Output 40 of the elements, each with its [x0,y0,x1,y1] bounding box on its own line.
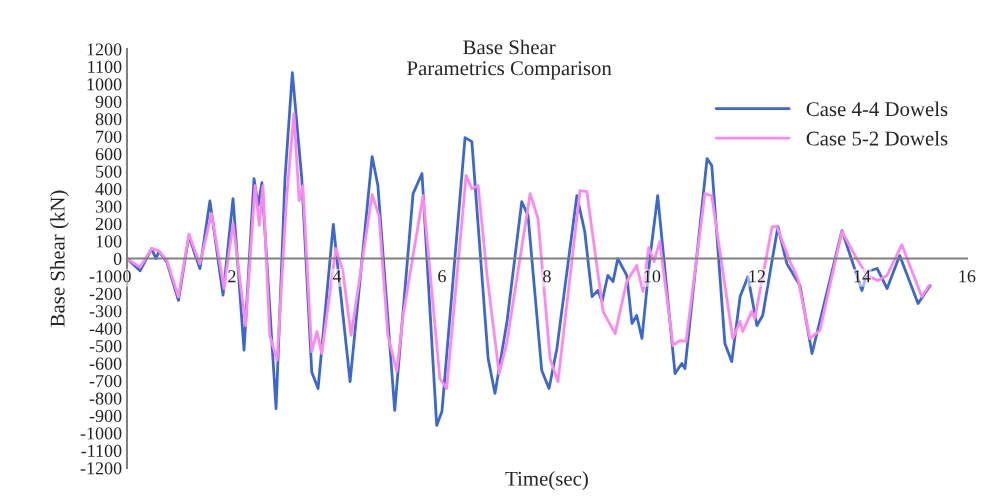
x-tick-label: 14 [854,270,871,283]
text: Parametrics Comparison [407,61,612,80]
x-tick-label: 16 [959,270,976,283]
y-tick-label: 200 [95,217,122,231]
y-axis-title: Base Shear (kN) [49,190,69,327]
y-tick-label: -700 [89,374,122,388]
x-tick-label: 6 [438,270,446,283]
y-tick-label: -800 [89,392,122,405]
y-tick-label: -900 [89,409,122,423]
y-tick-label: 900 [95,95,122,108]
y-tick-label: -1000 [80,427,122,440]
x-tick-label: 12 [749,270,765,283]
y-tick-label: 500 [96,165,122,178]
y-tick-label: 0 [113,252,122,265]
y-tick-label: -200 [89,287,122,300]
y-tick-label: -300 [89,305,122,318]
y-tick-label: 700 [96,130,122,143]
y-tick-label: -500 [89,340,122,353]
y-tick-label: -100 [89,270,122,283]
x-tick-label: 8 [543,270,551,283]
y-tick-label: 400 [95,182,122,196]
y-tick-label: 300 [95,200,122,213]
y-tick-label: 1100 [88,60,122,73]
y-tick-label: -600 [89,357,122,370]
y-tick-label: 600 [95,148,122,161]
x-axis-title: Time(sec) [505,471,588,490]
x-tick-label: 4 [332,270,342,283]
y-tick-label: 1000 [87,78,122,91]
x-tick-label: 10 [644,270,661,283]
x-tick-label: 2 [228,270,236,283]
y-tick-label: 800 [95,113,122,126]
x-tick-label: 0 [123,270,131,283]
legend-label: Case 4-4 Dowels [806,101,948,117]
chart-title: Base Shear [463,39,556,55]
y-tick-label: -1200 [80,462,122,475]
y-tick-label: 1200 [87,43,122,56]
legend-label: Case 5-2 Dowels [806,130,948,146]
y-tick-label: -1100 [81,444,122,457]
y-tick-label: 100 [96,235,122,248]
y-tick-label: -400 [89,322,122,335]
